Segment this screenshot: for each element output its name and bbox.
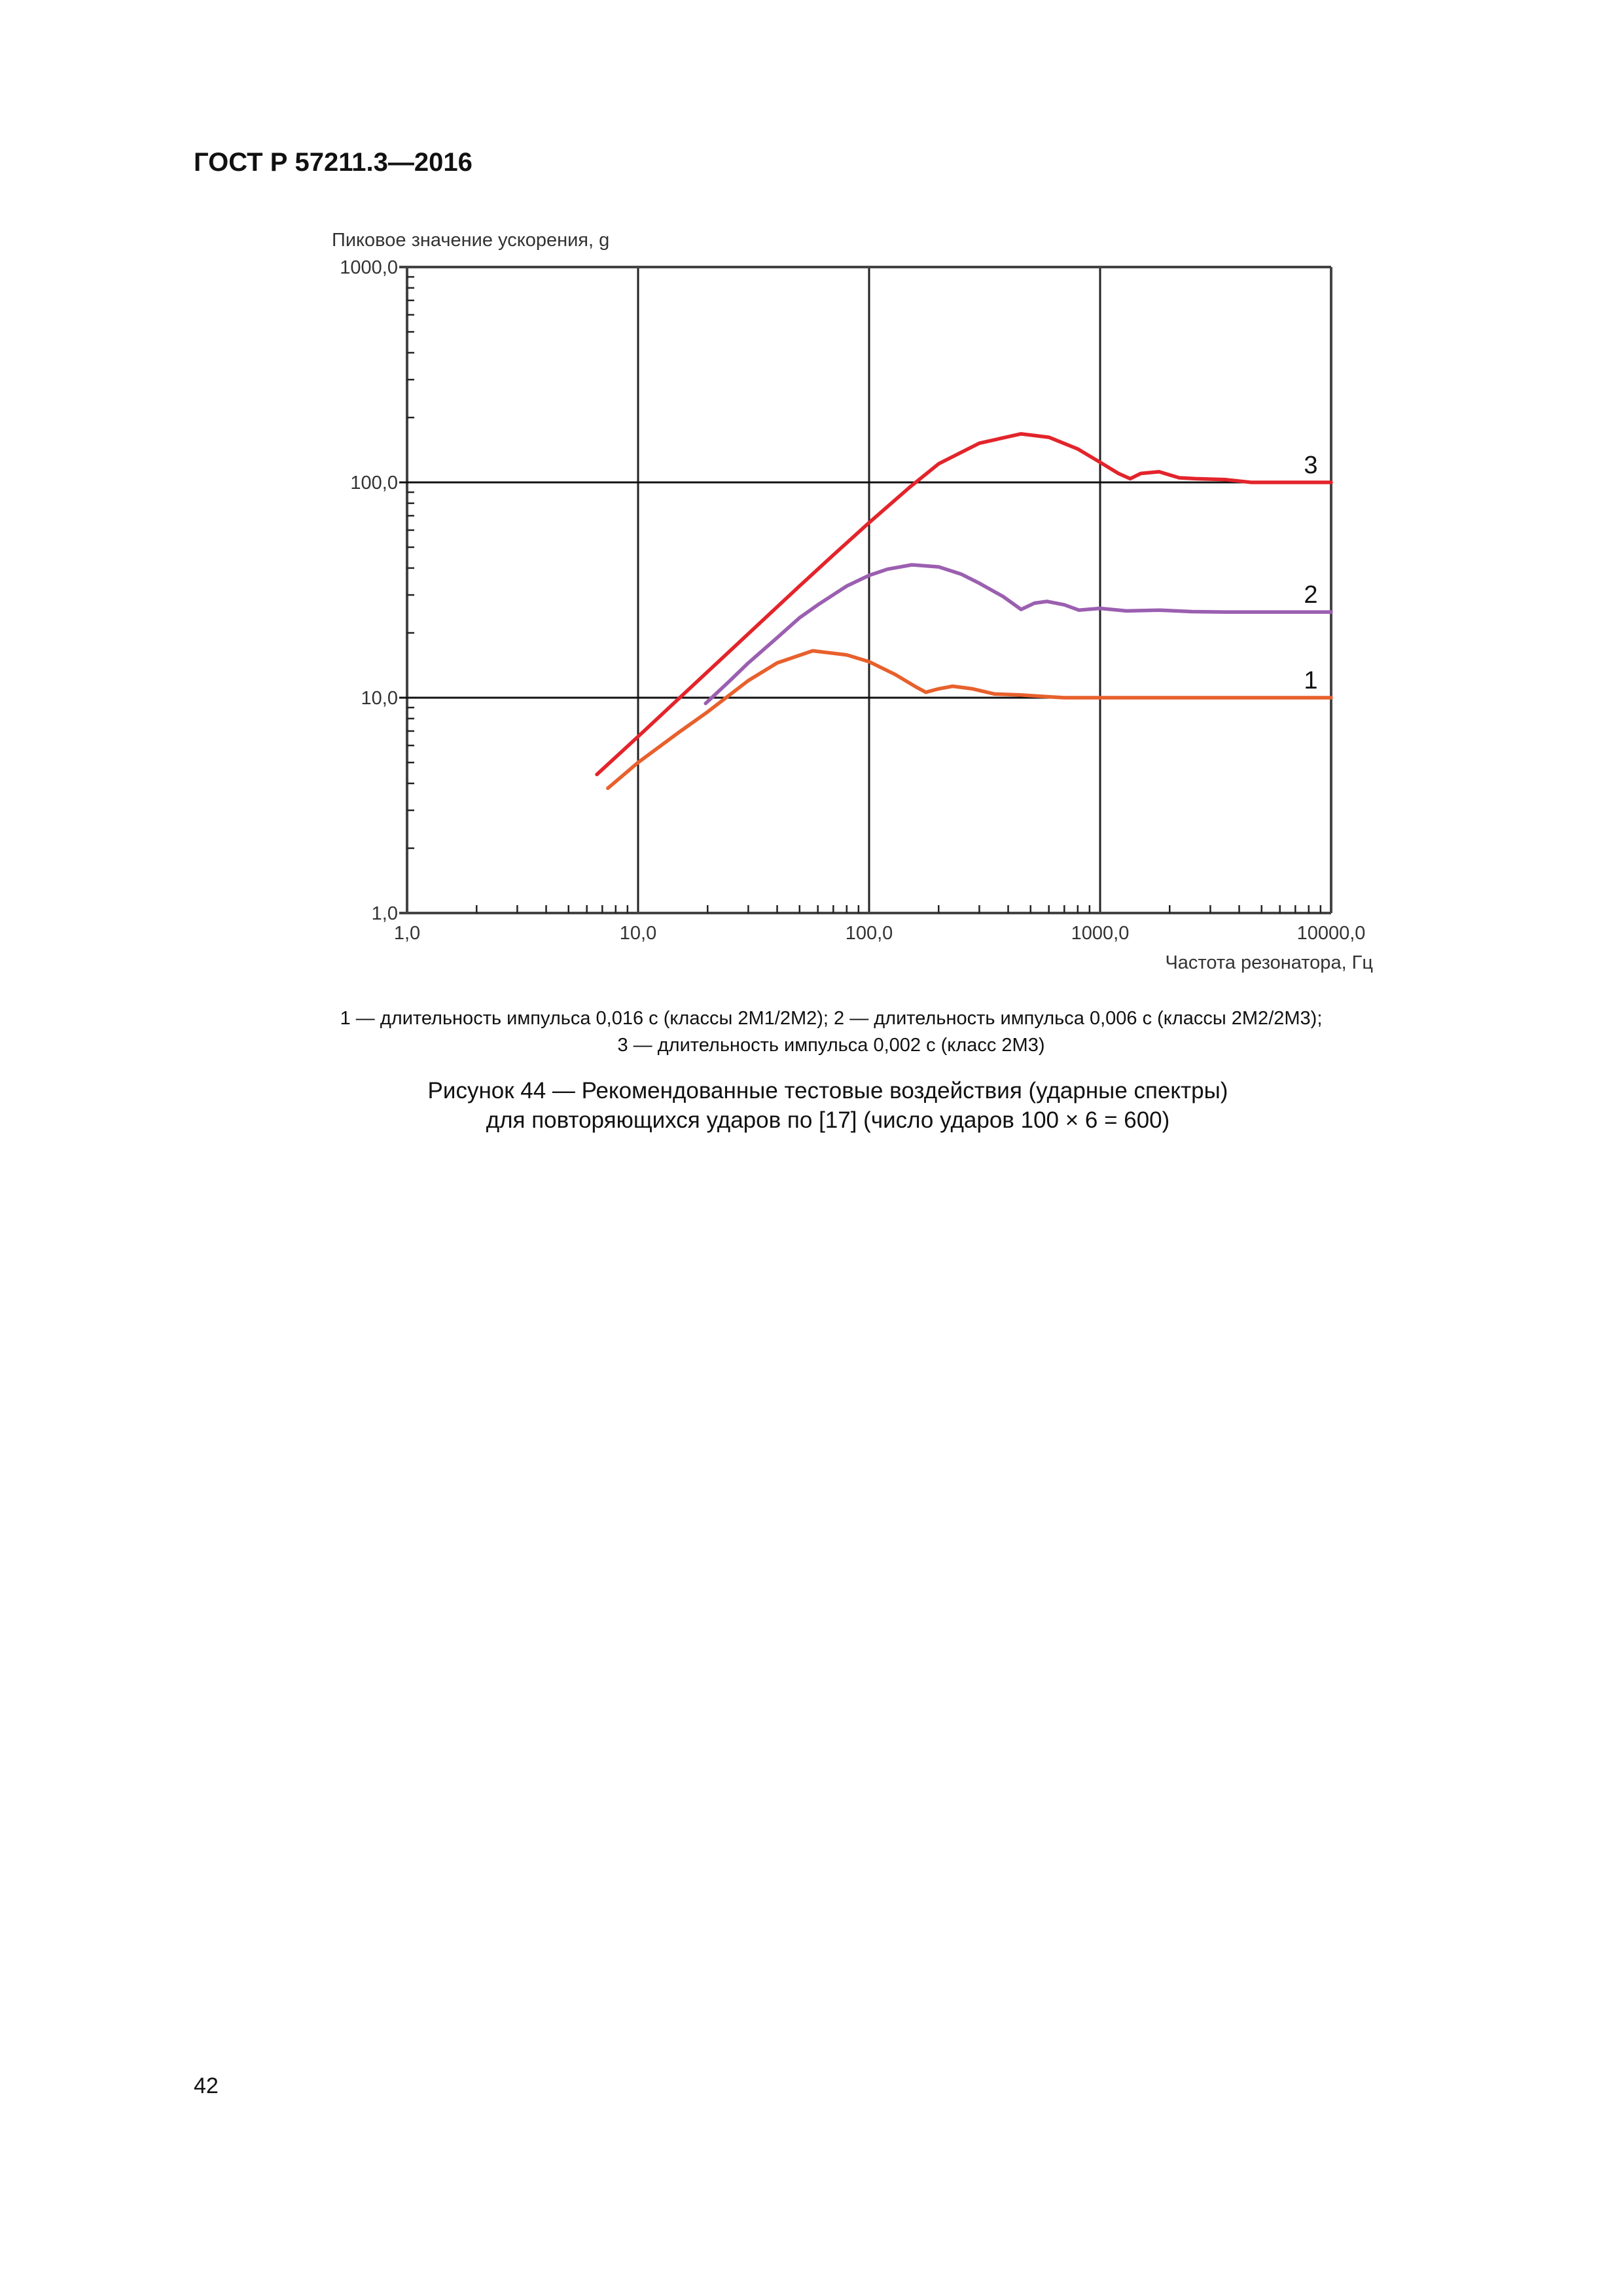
x-axis-label: Частота резонатора, Гц (1165, 952, 1373, 973)
chart-grid (399, 266, 1332, 914)
x-tick-label: 10,0 (620, 923, 656, 944)
y-tick-label: 1000,0 (340, 257, 398, 278)
shock-spectrum-chart: 1,0 10,0 100,0 1000,0 10000,0 1,0 10,0 100,0 100… (332, 230, 1373, 973)
series-1-line (606, 649, 1333, 791)
caption-line-1: Рисунок 44 — Рекомендованные тестовые во… (427, 1078, 1228, 1103)
chart-axis-ticks (407, 276, 1322, 913)
document-header: ГОСТ Р 57211.3—2016 (194, 148, 473, 177)
legend-line-2: 3 — длительность импульса 0,002 с (класс… (617, 1035, 1045, 1056)
chart-labels: 1,0 10,0 100,0 1000,0 10000,0 1,0 10,0 100,0 100… (340, 257, 1365, 944)
figure-caption: Рисунок 44 — Рекомендованные тестовые во… (0, 1076, 1623, 1135)
x-tick-label: 1,0 (394, 923, 420, 944)
x-tick-label: 100,0 (846, 923, 893, 944)
page-number: 42 (194, 2073, 219, 2098)
y-tick-label: 1,0 (372, 903, 398, 924)
series-1-label: 1 (1304, 667, 1317, 694)
legend-line-1: 1 — длительность импульса 0,016 с (класс… (340, 1008, 1323, 1029)
chart-series (595, 432, 1333, 791)
y-tick-label: 10,0 (361, 688, 398, 709)
series-2-line (704, 563, 1333, 706)
y-axis-label: Пиковое значение ускорения, g (332, 230, 609, 251)
y-tick-label: 100,0 (350, 473, 398, 493)
x-tick-label: 10000,0 (1297, 923, 1366, 944)
series-3-line (595, 432, 1333, 777)
x-tick-label: 1000,0 (1071, 923, 1130, 944)
series-2-label: 2 (1304, 581, 1317, 609)
caption-line-2: для повторяющихся ударов по [17] (число … (486, 1107, 1170, 1133)
figure-legend: 1 — длительность импульса 0,016 с (класс… (0, 1005, 1623, 1059)
series-3-label: 3 (1304, 452, 1317, 479)
